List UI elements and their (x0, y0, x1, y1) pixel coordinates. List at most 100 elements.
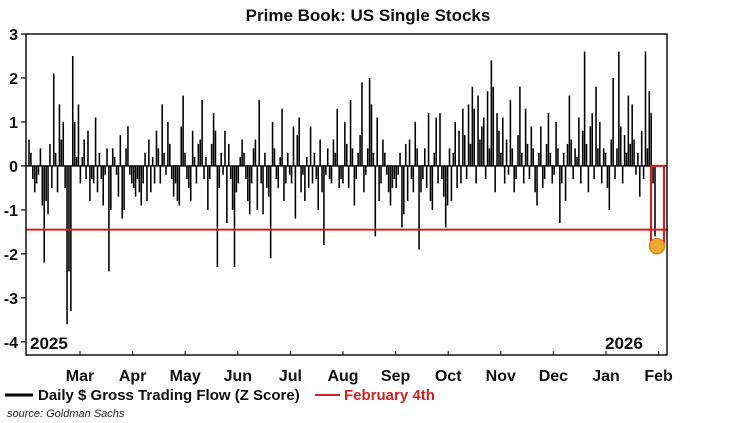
flow-bar (98, 152, 101, 166)
flow-bar (309, 126, 312, 166)
flow-bar (639, 165, 641, 197)
flow-bar (201, 99, 203, 166)
flow-bar (431, 165, 434, 210)
flow-bar (325, 165, 327, 175)
flow-bar (235, 165, 238, 193)
flow-bar (199, 139, 202, 166)
flow-bar (342, 165, 344, 184)
flow-bar (321, 165, 323, 193)
flow-bar (165, 165, 167, 175)
flow-bar (330, 165, 333, 184)
flow-bar (269, 165, 272, 259)
flow-bar (600, 165, 603, 184)
flow-bar (349, 99, 352, 166)
flow-bar (250, 165, 253, 184)
flow-bar (494, 165, 496, 193)
flow-bar (443, 165, 445, 197)
y-tick-label: 1 (9, 115, 18, 132)
flow-bar (640, 130, 643, 166)
flow-bar (302, 165, 304, 175)
flow-bar (142, 165, 144, 184)
flow-bar (79, 165, 82, 184)
flow-bar (408, 139, 411, 166)
flow-bar (66, 165, 68, 325)
flow-bar (218, 165, 221, 188)
flow-bar (115, 165, 118, 175)
flow-bar (481, 126, 483, 166)
flow-bar (184, 152, 186, 166)
x-tick-label: Dec (539, 368, 568, 385)
flow-bar (237, 165, 240, 184)
flow-bar (186, 165, 188, 180)
flow-bar (151, 157, 154, 166)
flow-bar (89, 165, 91, 202)
flow-bar (393, 165, 396, 180)
flow-bar (216, 165, 219, 268)
flow-bar (300, 165, 302, 193)
x-tick-label: May (170, 368, 201, 385)
flow-bar (117, 165, 120, 197)
flow-bar (397, 165, 399, 175)
flow-bar (45, 165, 47, 202)
flow-bar (33, 165, 36, 193)
flow-bar (612, 77, 614, 166)
flow-bar (353, 165, 356, 206)
flow-bar (226, 165, 228, 224)
y-tick-label: -2 (4, 247, 18, 264)
flow-bar (155, 130, 158, 166)
x-tick-label: Aug (327, 368, 358, 385)
flow-bar (159, 165, 162, 184)
plot-frame (25, 33, 668, 356)
flow-bar (188, 165, 190, 188)
flow-bar (319, 139, 321, 166)
flow-bar (323, 165, 325, 246)
flow-bar (286, 152, 289, 166)
flow-bar (515, 165, 517, 180)
flow-bar (41, 165, 44, 206)
flow-bar (334, 152, 337, 166)
flow-bar (361, 82, 363, 166)
x-axis-month-labels: Mar Apr May Jun Jul Aug Sep Oct Nov Dec Jan Feb (66, 351, 673, 385)
x-tick-label: Apr (119, 368, 147, 385)
flow-bar (423, 148, 426, 166)
flow-bar (167, 121, 169, 166)
flow-bar (148, 139, 150, 166)
flow-bar (549, 152, 552, 166)
flow-bar (460, 165, 462, 184)
flow-bar (568, 95, 571, 166)
x-tick-label: Jul (279, 368, 302, 385)
flow-bar (521, 152, 523, 166)
flow-bar (136, 165, 139, 180)
flow-bar (264, 152, 266, 166)
flow-bar (406, 165, 409, 202)
flow-bar (224, 130, 226, 166)
flow-bar (471, 86, 474, 166)
flow-bar (102, 165, 104, 206)
flow-bar (618, 51, 620, 166)
flow-bar (631, 104, 633, 166)
x-tick-label: Sep (381, 368, 411, 385)
flow-bar (106, 148, 108, 166)
flow-bar (644, 51, 647, 166)
y-axis-ticks: 3 2 1 0 -1 -2 -3 -4 (4, 27, 26, 352)
flow-bar (144, 152, 146, 166)
flow-bar (372, 152, 375, 166)
flow-bar (30, 152, 32, 166)
flow-bar (71, 55, 74, 166)
flow-bar (570, 139, 573, 166)
flow-bar (149, 165, 152, 193)
flow-bar (648, 91, 651, 166)
flow-bar (608, 165, 611, 210)
y-tick-label: 2 (9, 71, 18, 88)
flow-bar (32, 165, 34, 180)
flow-bar (435, 117, 437, 166)
y-tick-label: 3 (9, 27, 18, 44)
flow-bar (593, 165, 595, 180)
flow-bar (627, 95, 630, 166)
flow-bar (401, 165, 403, 228)
flow-bar (395, 165, 398, 188)
flow-bar (92, 165, 95, 184)
flow-bar (212, 113, 215, 166)
flow-bar (496, 113, 498, 166)
flow-bar (294, 165, 297, 219)
